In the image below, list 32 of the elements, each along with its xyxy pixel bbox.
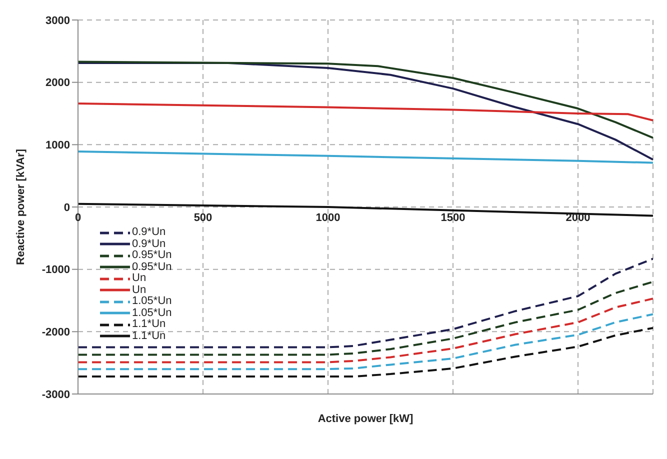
line-series [78,280,653,356]
y-tick-label: -3000 [42,388,70,401]
x-tick-label: 500 [194,212,212,224]
x-tick-label: 0 [74,212,82,224]
legend-label: 1.1*Un [132,330,166,342]
y-tick-label: 3000 [46,14,70,27]
y-tick-label: -1000 [42,264,70,276]
line-series [78,258,653,348]
x-axis-title: Active power [kW] [318,413,414,425]
x-tick-label: 2000 [566,212,590,224]
legend-label: 1.05*Un [132,306,172,319]
line-series [78,298,653,364]
line-series [78,60,653,139]
y-tick-label: -2000 [42,326,70,339]
legend-label: 1.1*Un [132,318,166,330]
line-series [78,102,653,122]
legend-label: 0.95*Un [132,260,172,273]
y-tick-label: 2000 [46,77,70,90]
legend-label: 0.95*Un [132,249,172,262]
legend-label: 0.9*Un [132,226,166,238]
y-tick-label: 1000 [46,140,70,152]
x-tick-label: 1000 [316,212,340,224]
legend-label: Un [132,284,146,296]
legend-label: Un [132,272,146,284]
x-tick-label: 1500 [440,212,466,224]
y-tick-label: 0 [64,202,70,214]
line-series [78,150,653,164]
legend-label: 0.9*Un [132,238,166,250]
y-axis-title: Reactive power [kVAr] [14,148,27,265]
line-series [78,326,653,378]
legend-label: 1.05*Un [132,295,172,308]
line-series [78,62,653,161]
